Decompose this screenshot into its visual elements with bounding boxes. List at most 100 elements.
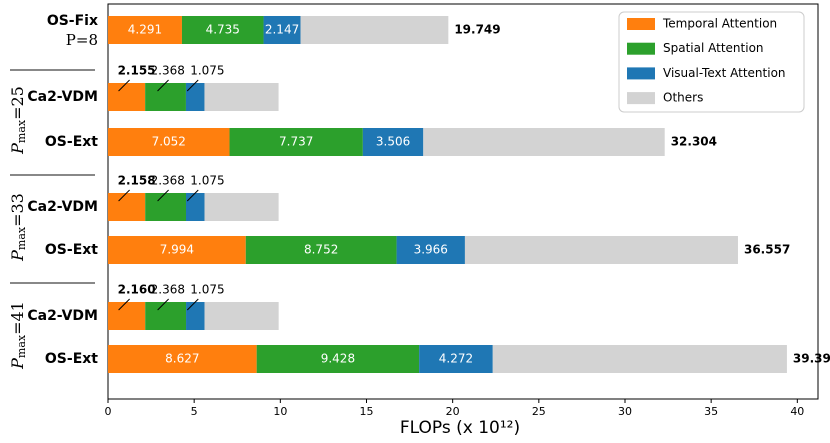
x-tick-label: 0 xyxy=(105,405,112,418)
group-suffix: =41 xyxy=(8,301,27,335)
group-suffix: =25 xyxy=(8,86,27,120)
bar-segment xyxy=(108,83,146,111)
bar-segment xyxy=(204,193,279,221)
category-sublabel: P=8 xyxy=(66,31,98,49)
total-label: 19.749 xyxy=(454,23,500,37)
bar-segment xyxy=(229,128,363,156)
value-label: 7.052 xyxy=(152,135,186,149)
leader-line xyxy=(118,298,130,311)
value-label: 8.752 xyxy=(304,243,338,257)
category-label: Ca2-VDM xyxy=(27,89,98,105)
value-label: 2.368 xyxy=(151,64,185,78)
legend-label: Others xyxy=(663,91,703,105)
x-tick-label: 40 xyxy=(790,405,804,418)
legend-label: Visual-Text Attention xyxy=(663,66,786,80)
bar-segment xyxy=(181,16,264,44)
bar-segment xyxy=(464,236,738,264)
bar-segment xyxy=(185,83,205,111)
legend-swatch xyxy=(627,18,655,30)
total-label: 36.557 xyxy=(744,243,790,257)
x-tick-label: 5 xyxy=(191,405,198,418)
x-tick-label: 20 xyxy=(446,405,460,418)
legend-box xyxy=(618,11,805,113)
bar-segment xyxy=(108,128,230,156)
total-label: 39.397 xyxy=(793,352,830,366)
leader-line xyxy=(157,189,169,202)
leader-line xyxy=(157,79,169,92)
value-label: 2.368 xyxy=(151,283,185,297)
value-label: 3.506 xyxy=(376,135,410,149)
group-subscript: max xyxy=(15,334,28,358)
group-suffix: =33 xyxy=(8,193,27,227)
legend-swatch xyxy=(627,92,655,105)
value-label: 4.735 xyxy=(206,23,240,37)
bar-segment xyxy=(108,302,146,330)
legend-swatch xyxy=(627,67,655,80)
value-label: 4.291 xyxy=(128,23,162,37)
category-label: OS-Ext xyxy=(45,242,98,258)
x-tick-label: 10 xyxy=(273,405,287,418)
x-tick-label: 25 xyxy=(532,405,546,418)
group-symbol: P xyxy=(8,143,27,155)
value-label: 2.147 xyxy=(265,23,299,37)
bar-segment xyxy=(108,16,182,44)
bar-segment xyxy=(263,16,301,44)
category-label: OS-Ext xyxy=(45,351,98,367)
value-label: 2.155 xyxy=(118,64,156,78)
group-subscript: max xyxy=(15,119,28,143)
bar-segment xyxy=(145,83,186,111)
x-tick-label: 30 xyxy=(618,405,632,418)
value-label: 1.075 xyxy=(190,283,224,297)
bar-segment xyxy=(419,345,493,373)
x-tick-label: 35 xyxy=(704,405,718,418)
group-symbol: P xyxy=(8,250,27,262)
bar-segment xyxy=(108,193,146,221)
value-label: 8.627 xyxy=(165,352,199,366)
group-label: Pmax=33 xyxy=(8,193,29,262)
value-label: 1.075 xyxy=(190,174,224,188)
category-label: Ca2-VDM xyxy=(27,199,98,215)
x-axis-label: FLOPs (x 10¹²) xyxy=(400,418,520,438)
total-label: 32.304 xyxy=(671,135,717,149)
x-tick-label: 15 xyxy=(359,405,373,418)
value-label: 1.075 xyxy=(190,64,224,78)
bar-segment xyxy=(300,16,449,44)
bar-segment xyxy=(256,345,420,373)
leader-line xyxy=(186,298,199,311)
value-label: 2.158 xyxy=(118,174,156,188)
value-label: 4.272 xyxy=(439,352,473,366)
bar-segment xyxy=(204,83,279,111)
group-label: Pmax=25 xyxy=(8,86,29,155)
value-label: 3.966 xyxy=(414,243,448,257)
value-label: 2.368 xyxy=(151,174,185,188)
value-label: 2.160 xyxy=(118,283,156,297)
leader-line xyxy=(157,298,169,311)
bar-segment xyxy=(108,236,246,264)
legend-label: Temporal Attention xyxy=(662,17,777,31)
bar-segment xyxy=(145,302,187,330)
category-label: Ca2-VDM xyxy=(27,308,98,324)
bar-segment xyxy=(186,302,205,330)
category-label: OS-Ext xyxy=(45,134,98,150)
legend-swatch xyxy=(627,42,655,55)
bar-segment xyxy=(423,128,665,156)
group-symbol: P xyxy=(8,358,27,370)
bar-segment xyxy=(108,345,257,373)
category-label: OS-Fix xyxy=(47,13,98,29)
bar-segment xyxy=(362,128,424,156)
bar-segment xyxy=(245,236,397,264)
bar-segment xyxy=(204,302,279,330)
value-label: 7.994 xyxy=(160,243,194,257)
leader-line xyxy=(118,189,130,202)
leader-line xyxy=(186,79,199,92)
group-subscript: max xyxy=(15,226,28,250)
bar-segment xyxy=(145,193,186,221)
value-label: 9.428 xyxy=(321,352,355,366)
bar-segment xyxy=(396,236,465,264)
legend-label: Spatial Attention xyxy=(663,41,764,55)
leader-line xyxy=(118,79,130,92)
leader-line xyxy=(186,189,199,202)
bar-segment xyxy=(492,345,787,373)
bar-segment xyxy=(185,193,205,221)
